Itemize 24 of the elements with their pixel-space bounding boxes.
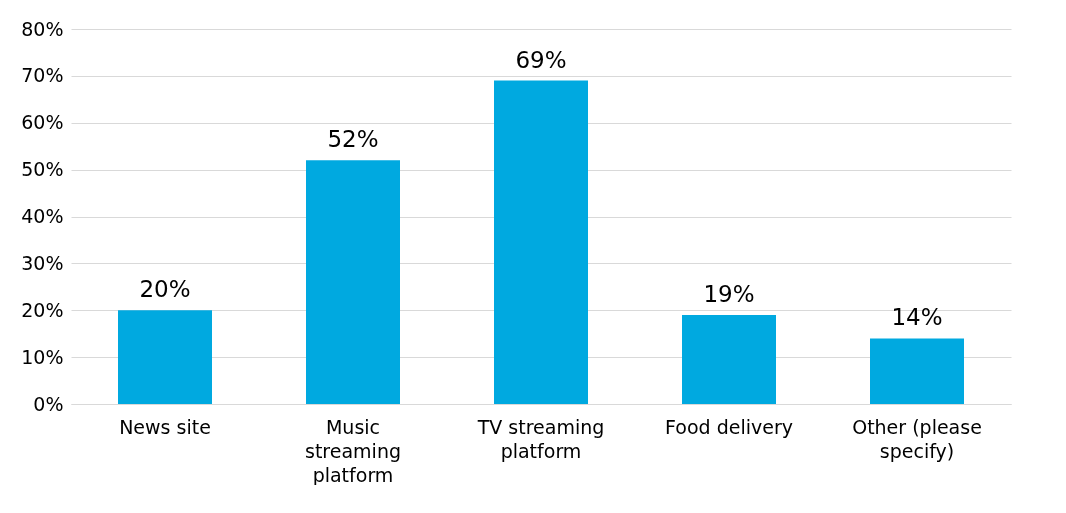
y-tick-label: 0% — [33, 392, 64, 415]
y-tick-label: 70% — [21, 64, 64, 87]
x-tick-label: Other (please specify) — [852, 415, 982, 462]
x-tick-label: TV streaming platform — [476, 415, 605, 462]
bar — [118, 310, 212, 404]
y-tick-label: 60% — [21, 111, 64, 134]
y-tick-label: 30% — [21, 251, 64, 274]
y-tick-label: 20% — [21, 298, 64, 321]
y-tick-label: 50% — [21, 158, 64, 181]
data-label: 69% — [515, 46, 567, 73]
y-tick-label: 40% — [21, 205, 64, 227]
bar — [870, 338, 964, 404]
bar — [494, 80, 588, 404]
data-label: 14% — [891, 304, 943, 331]
data-label: 52% — [327, 126, 379, 153]
bar — [682, 314, 776, 404]
data-label: 19% — [703, 280, 755, 307]
x-tick-label: Music streaming platform — [305, 415, 401, 486]
x-tick-label: Food delivery — [665, 415, 793, 438]
x-tick-label: News site — [119, 415, 211, 438]
bar — [306, 160, 400, 404]
data-label: 20% — [139, 276, 191, 303]
y-tick-label: 10% — [21, 345, 64, 368]
y-tick-label: 80% — [21, 17, 64, 40]
